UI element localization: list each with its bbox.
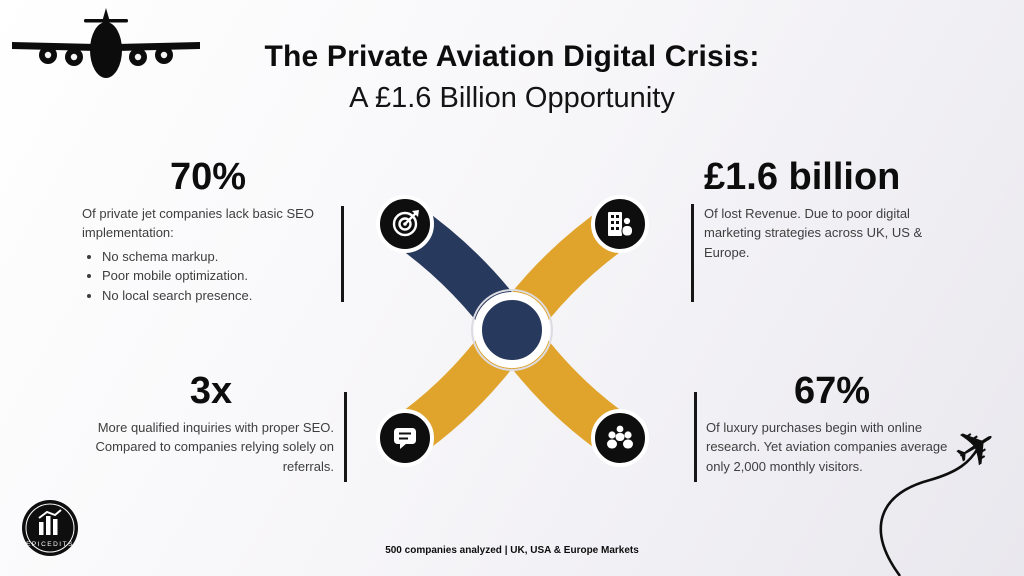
people-icon bbox=[591, 409, 649, 467]
list-item: No local search presence. bbox=[102, 286, 334, 306]
page-title: The Private Aviation Digital Crisis: A £… bbox=[0, 40, 1024, 115]
stat-text: Of private jet companies lack basic SEO … bbox=[82, 205, 314, 241]
list-item: No schema markup. bbox=[102, 247, 334, 267]
target-icon bbox=[376, 195, 434, 253]
stat-value: 67% bbox=[793, 370, 871, 412]
stat-text: More qualified inquiries with proper SEO… bbox=[95, 419, 334, 474]
list-item: Poor mobile optimization. bbox=[102, 266, 334, 286]
logo-text: EPICEDITS bbox=[26, 541, 74, 548]
divider bbox=[694, 392, 697, 482]
stat-value: £1.6 billion bbox=[704, 156, 901, 198]
stat-lost-revenue: £1.6 billion Of lost Revenue. Due to poo… bbox=[704, 156, 954, 262]
epicedits-logo: EPICEDITS bbox=[22, 500, 78, 556]
stat-seo-gap: 70% Of private jet companies lack basic … bbox=[82, 156, 334, 306]
title-line-2: A £1.6 Billion Opportunity bbox=[349, 82, 675, 114]
stat-qualified-inquiries: 3x More qualified inquiries with proper … bbox=[88, 370, 334, 476]
stat-text: Of luxury purchases begin with online re… bbox=[706, 419, 948, 474]
stat-online-research: 67% Of luxury purchases begin with onlin… bbox=[706, 370, 958, 476]
chat-icon bbox=[376, 409, 434, 467]
title-line-1: The Private Aviation Digital Crisis: bbox=[264, 40, 760, 73]
airplane-glyph: ✈ bbox=[942, 411, 1011, 485]
stat-text: Of lost Revenue. Due to poor digital mar… bbox=[704, 205, 923, 260]
divider bbox=[691, 204, 694, 302]
airplane-front-icon bbox=[12, 8, 200, 78]
divider bbox=[341, 206, 344, 302]
footer-note: 500 companies analyzed | UK, USA & Europ… bbox=[385, 545, 639, 556]
corporate-client-icon bbox=[591, 195, 649, 253]
airplane-trail-icon: ✈ bbox=[879, 411, 1011, 576]
stat-value: 70% bbox=[169, 156, 247, 198]
central-x-diagram bbox=[376, 195, 649, 467]
seo-issues-list: No schema markup. Poor mobile optimizati… bbox=[102, 247, 334, 306]
stat-value: 3x bbox=[189, 370, 233, 412]
divider bbox=[344, 392, 347, 482]
